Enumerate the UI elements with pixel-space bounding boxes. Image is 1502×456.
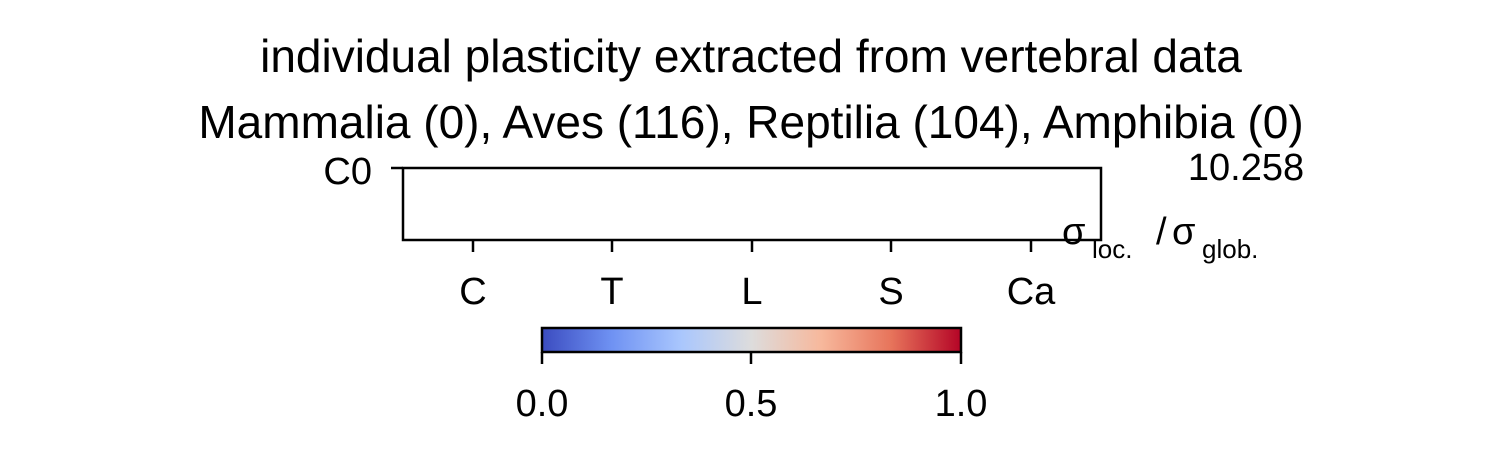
chart-subtitle: Mammalia (0), Aves (116), Reptilia (104)… bbox=[198, 96, 1303, 148]
colorbar-tick-label-0: 0.0 bbox=[516, 383, 569, 425]
ratio-sub-loc: loc. bbox=[1092, 234, 1132, 264]
ratio-slash: / bbox=[1156, 211, 1167, 253]
x-tick-label-s: S bbox=[878, 271, 903, 313]
colorbar-gradient bbox=[540, 326, 963, 354]
ratio-sigma-loc: σ bbox=[1062, 211, 1085, 253]
colorbar-tick-label-2: 1.0 bbox=[935, 383, 988, 425]
ratio-sigma-glob: σ bbox=[1172, 211, 1195, 253]
x-tick-label-t: T bbox=[600, 271, 623, 313]
chart-title: individual plasticity extracted from ver… bbox=[260, 30, 1242, 82]
colorbar-tick-label-1: 0.5 bbox=[725, 383, 778, 425]
ratio-sub-glob: glob. bbox=[1202, 234, 1258, 264]
ratio-label: σ loc. / σ glob. bbox=[1062, 211, 1258, 264]
colorbar: 0.0 0.5 1.0 bbox=[516, 326, 988, 425]
y-tick-label-c0: C0 bbox=[323, 151, 372, 193]
x-axis: C T L S Ca bbox=[459, 240, 1056, 313]
x-tick-label-c: C bbox=[459, 271, 486, 313]
x-tick-label-ca: Ca bbox=[1007, 271, 1056, 313]
x-tick-label-l: L bbox=[741, 271, 762, 313]
max-value-label: 10.258 bbox=[1188, 147, 1304, 189]
heatmap-frame bbox=[401, 166, 1103, 242]
